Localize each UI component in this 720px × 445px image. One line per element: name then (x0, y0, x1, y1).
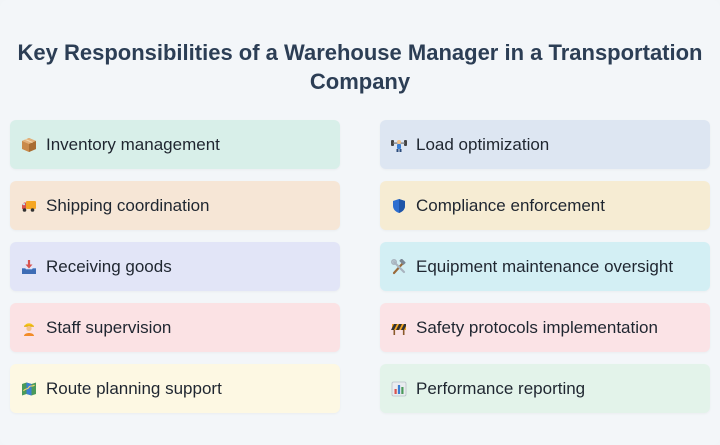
card-label: Safety protocols implementation (416, 317, 658, 337)
card-label: Receiving goods (46, 256, 172, 276)
card-shipping-coordination: Shipping coordination (10, 181, 340, 230)
construction-worker-icon (20, 319, 38, 337)
card-receiving-goods: Receiving goods (10, 242, 340, 291)
bar-chart-icon (390, 380, 408, 398)
page-title: Key Responsibilities of a Warehouse Mana… (17, 40, 703, 94)
package-icon (20, 136, 38, 154)
map-icon (20, 380, 38, 398)
card-label: Load optimization (416, 134, 550, 154)
responsibility-grid: Inventory management Load optimization (10, 120, 710, 413)
card-compliance-enforcement: Compliance enforcement (380, 181, 710, 230)
weightlifter-icon (390, 136, 408, 154)
card-equipment-maintenance-oversight: Equipment maintenance oversight (380, 242, 710, 291)
truck-icon (20, 197, 38, 215)
card-label: Shipping coordination (46, 195, 210, 215)
card-inventory-management: Inventory management (10, 120, 340, 169)
card-label: Compliance enforcement (416, 195, 605, 215)
card-performance-reporting: Performance reporting (380, 364, 710, 413)
shield-icon (390, 197, 408, 215)
card-label: Staff supervision (46, 317, 172, 337)
card-label: Inventory management (46, 134, 220, 154)
card-label: Equipment maintenance oversight (416, 256, 674, 276)
hammer-wrench-icon (390, 258, 408, 276)
card-label: Route planning support (46, 378, 222, 398)
card-staff-supervision: Staff supervision (10, 303, 340, 352)
card-safety-protocols-implementation: Safety protocols implementation (380, 303, 710, 352)
card-load-optimization: Load optimization (380, 120, 710, 169)
construction-barrier-icon (390, 319, 408, 337)
inbox-tray-icon (20, 258, 38, 276)
card-route-planning-support: Route planning support (10, 364, 340, 413)
card-label: Performance reporting (416, 378, 586, 398)
